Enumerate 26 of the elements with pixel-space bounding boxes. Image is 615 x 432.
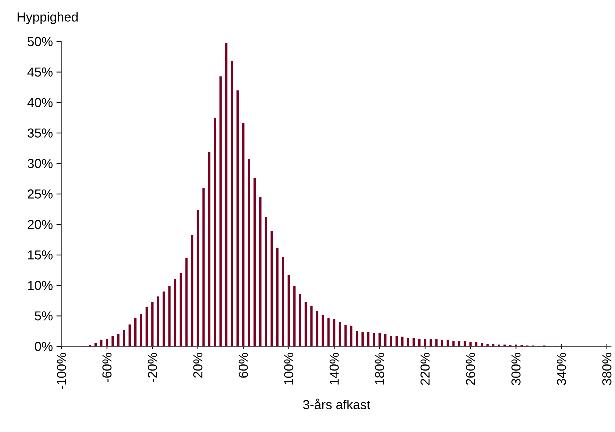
y-tick-label: 45% <box>28 68 53 77</box>
y-tick-label: 0% <box>35 342 53 352</box>
y-tick-label: 30% <box>28 159 53 168</box>
x-tick-label: 220% <box>420 352 430 385</box>
x-tick-label: 180% <box>375 352 384 385</box>
y-tick-label: 5% <box>35 311 53 321</box>
y-tick-label: 35% <box>28 128 53 138</box>
x-axis-title: 3-års afkast <box>303 398 370 410</box>
y-tick-label: 25% <box>28 190 53 199</box>
x-tick-label: -60% <box>102 352 112 382</box>
x-tick-label: -100% <box>57 352 66 390</box>
x-tick-label: 60% <box>238 352 248 378</box>
x-tick-label: 20% <box>194 352 203 378</box>
x-tick-label: 380% <box>602 352 612 386</box>
x-tick-label: 140% <box>330 352 340 385</box>
y-axis-title: Hyppighed <box>18 12 78 24</box>
y-tick-label: 50% <box>28 37 53 46</box>
y-tick-label: 40% <box>28 98 53 108</box>
x-tick-label: 300% <box>512 352 521 386</box>
y-tick-label: 10% <box>28 280 53 290</box>
y-tick-label: 15% <box>28 250 53 260</box>
y-tick-label: 20% <box>28 220 53 230</box>
x-tick-label: 100% <box>284 352 294 385</box>
x-tick-label: -20% <box>148 352 158 382</box>
x-tick-label: 260% <box>466 352 476 385</box>
x-tick-label: 340% <box>557 352 566 386</box>
